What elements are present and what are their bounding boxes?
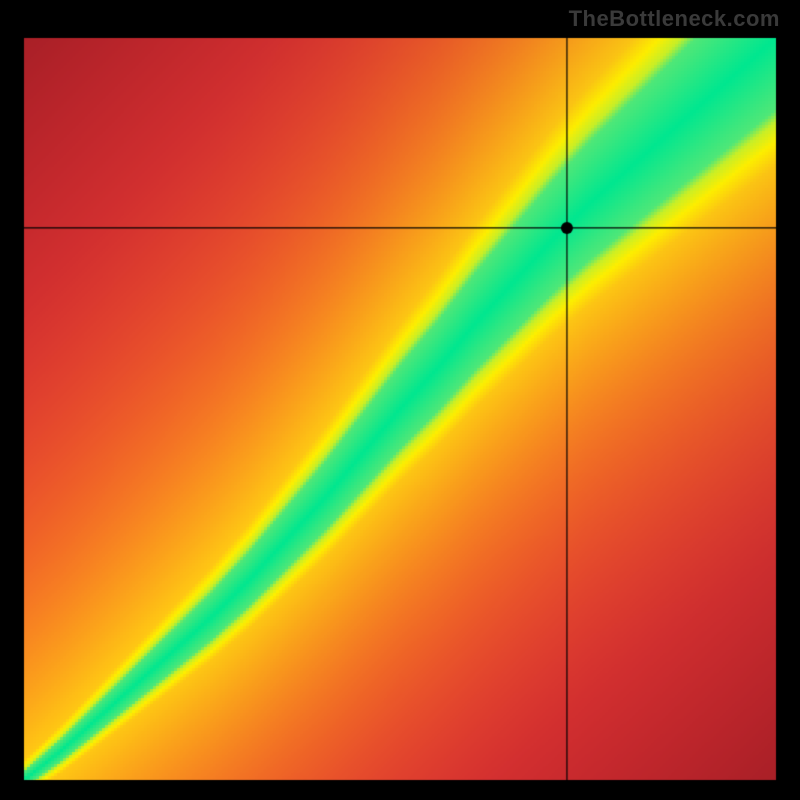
bottleneck-heatmap: [0, 0, 800, 800]
watermark-text: TheBottleneck.com: [569, 6, 780, 32]
